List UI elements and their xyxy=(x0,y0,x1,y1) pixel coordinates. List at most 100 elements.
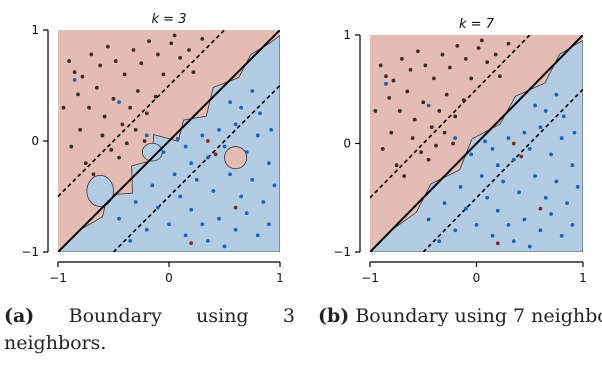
data-point xyxy=(533,174,537,178)
data-point xyxy=(136,89,140,93)
data-point xyxy=(187,48,191,52)
caption-b: (b) Boundary using 7 neighbors. xyxy=(318,303,602,330)
data-point xyxy=(442,201,447,206)
data-point xyxy=(122,72,127,77)
data-point xyxy=(410,136,415,140)
data-point xyxy=(67,59,71,63)
data-point xyxy=(139,61,144,66)
data-point xyxy=(434,143,438,148)
data-point xyxy=(387,96,392,100)
data-point xyxy=(89,52,94,57)
data-point xyxy=(479,38,484,43)
data-point xyxy=(373,109,378,113)
data-point xyxy=(272,183,277,188)
boundary-line xyxy=(58,30,280,252)
data-point xyxy=(267,222,271,227)
data-point xyxy=(120,122,125,127)
data-point xyxy=(117,100,121,105)
boundary-line xyxy=(370,35,583,252)
data-point xyxy=(194,177,199,182)
data-point xyxy=(453,114,458,119)
x-tick-label: −1 xyxy=(361,271,379,285)
data-point xyxy=(200,133,205,138)
data-point xyxy=(570,163,575,168)
data-point xyxy=(124,141,129,146)
data-point xyxy=(233,122,238,127)
data-point xyxy=(495,163,500,168)
data-point xyxy=(490,233,495,238)
data-point xyxy=(444,92,449,97)
data-point xyxy=(161,150,166,155)
data-point xyxy=(429,125,434,130)
data-point xyxy=(76,92,80,97)
data-point xyxy=(479,174,484,178)
caption-b-text: Boundary using 7 neighbors. xyxy=(355,305,602,327)
data-point xyxy=(389,130,394,135)
data-point xyxy=(80,74,85,79)
data-point xyxy=(469,152,474,157)
data-point xyxy=(559,233,564,238)
data-point xyxy=(405,89,410,94)
data-point xyxy=(426,103,431,108)
data-point xyxy=(69,144,74,149)
data-point xyxy=(483,139,487,144)
data-point xyxy=(543,195,548,200)
data-point xyxy=(211,189,216,193)
data-point xyxy=(175,136,180,141)
data-point xyxy=(397,109,402,113)
data-point xyxy=(133,200,138,204)
data-point xyxy=(527,147,532,151)
data-point xyxy=(217,216,221,221)
data-point xyxy=(98,63,103,68)
panel-1: −1 0 1 1 0 −1 k = 3 xyxy=(21,12,284,285)
x-tick-label: 1 xyxy=(579,271,587,285)
region-island xyxy=(86,175,114,207)
data-point xyxy=(423,63,428,68)
margin-line-upper xyxy=(370,35,531,199)
data-point xyxy=(111,96,116,101)
data-point xyxy=(575,185,580,189)
data-point xyxy=(239,105,244,110)
data-point xyxy=(233,205,238,210)
data-point xyxy=(244,150,249,155)
data-point xyxy=(522,130,527,135)
data-point xyxy=(453,228,458,233)
data-point xyxy=(440,52,445,57)
data-point xyxy=(87,105,91,110)
data-point xyxy=(501,179,506,184)
data-point xyxy=(222,244,227,249)
data-point xyxy=(416,49,420,54)
data-point xyxy=(189,207,194,212)
data-point xyxy=(144,227,149,232)
data-point xyxy=(94,85,99,90)
data-point xyxy=(250,177,255,182)
data-point xyxy=(519,154,524,159)
data-point xyxy=(269,127,274,132)
data-point xyxy=(561,114,566,119)
data-point xyxy=(572,130,577,135)
data-point xyxy=(172,172,177,177)
data-point xyxy=(131,48,136,52)
data-point xyxy=(442,130,447,135)
data-point xyxy=(156,52,160,57)
data-point xyxy=(117,216,121,221)
region-island xyxy=(224,146,248,170)
data-point xyxy=(463,206,468,211)
data-point xyxy=(144,111,149,116)
data-point xyxy=(511,141,516,146)
data-point xyxy=(511,157,516,162)
data-point xyxy=(432,76,436,81)
x-tick-label: −1 xyxy=(49,271,67,285)
data-point xyxy=(463,56,468,61)
data-point xyxy=(106,44,110,49)
data-point xyxy=(380,147,385,151)
panel-title: k = 3 xyxy=(152,12,187,27)
data-point xyxy=(205,155,210,160)
data-point xyxy=(178,55,183,60)
data-point xyxy=(549,212,553,216)
data-point xyxy=(451,141,455,146)
data-point xyxy=(113,59,118,63)
data-point xyxy=(61,105,66,110)
data-point xyxy=(485,195,490,200)
